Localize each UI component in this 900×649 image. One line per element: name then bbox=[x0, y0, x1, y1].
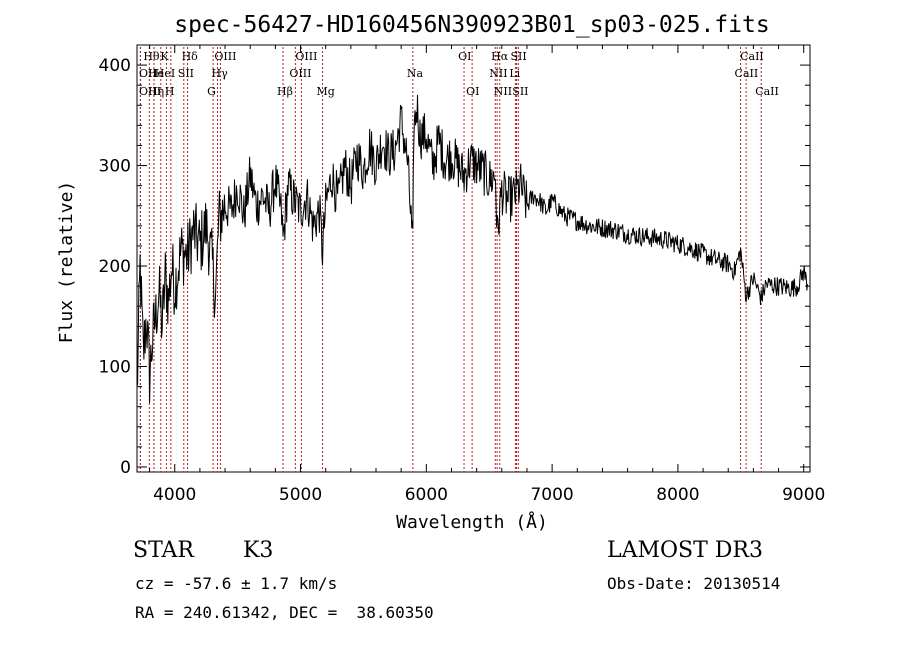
x-axis-label: Wavelength (Å) bbox=[396, 511, 548, 533]
annotation-label: SII bbox=[512, 85, 528, 98]
y-tick-label: 200 bbox=[99, 257, 131, 277]
annotation-label: Hβ bbox=[277, 85, 293, 98]
annotation-label: He bbox=[148, 67, 164, 80]
annotation-label: OI bbox=[458, 50, 471, 63]
annotation-label: OI bbox=[466, 85, 479, 98]
y-tick-label: 300 bbox=[99, 157, 131, 177]
annotation-label: CaII bbox=[740, 50, 764, 63]
survey-name: LAMOST DR3 bbox=[607, 538, 763, 563]
observation-date: Obs-Date: 20130514 bbox=[607, 574, 781, 593]
annotation-label: Hδ bbox=[182, 50, 199, 63]
coordinates-readout: RA = 240.61342, DEC = 38.60350 bbox=[135, 603, 434, 622]
object-subclass: K3 bbox=[243, 538, 274, 563]
redshift-readout: cz = -57.6 ± 1.7 km/s bbox=[135, 574, 338, 593]
annotation-label: Hη bbox=[148, 85, 164, 98]
spectrum-series-line bbox=[136, 94, 808, 404]
annotation-label: H bbox=[165, 85, 175, 98]
y-tick-label: 100 bbox=[99, 358, 131, 378]
annotation-label: CaII bbox=[735, 67, 759, 80]
x-tick-label: 6000 bbox=[405, 485, 448, 505]
annotation-lines bbox=[139, 47, 762, 472]
annotation-label: NII bbox=[489, 67, 507, 80]
annotation-label: Mg bbox=[317, 85, 335, 98]
annotation-label: G bbox=[207, 85, 216, 98]
annotation-label: NII bbox=[494, 85, 512, 98]
annotation-label: OIII bbox=[295, 50, 317, 63]
annotation-label: Hγ bbox=[212, 67, 229, 80]
annotation-label: Na bbox=[407, 67, 424, 80]
y-axis-ticks: 0 100 200 300 400 bbox=[99, 56, 810, 478]
annotation-label: SII bbox=[178, 67, 194, 80]
annotation-label: OIII bbox=[139, 85, 161, 98]
y-tick-label: 400 bbox=[99, 56, 131, 76]
spectrum-chart: spec-56427-HD160456N390923B01_sp03-025.f… bbox=[56, 12, 825, 533]
annotation-label: CaII bbox=[755, 85, 779, 98]
x-tick-label: 7000 bbox=[530, 485, 573, 505]
plot-frame bbox=[136, 44, 811, 473]
annotation-label: K bbox=[160, 50, 169, 63]
annotation-label: HeI bbox=[155, 67, 175, 80]
x-tick-label: 4000 bbox=[153, 485, 196, 505]
annotation-label: OII bbox=[139, 67, 157, 80]
annotation-label: OIII bbox=[289, 67, 311, 80]
chart-title: spec-56427-HD160456N390923B01_sp03-025.f… bbox=[174, 12, 769, 38]
annotation-label: Li bbox=[509, 67, 520, 80]
x-tick-label: 9000 bbox=[782, 485, 825, 505]
y-axis-label: Flux (relative) bbox=[56, 181, 77, 344]
x-tick-label: 5000 bbox=[279, 485, 322, 505]
object-class: STAR bbox=[133, 538, 194, 563]
annotation-label: OIII bbox=[214, 50, 236, 63]
y-tick-label: 0 bbox=[120, 458, 131, 478]
x-axis-ticks: 4000 5000 6000 7000 8000 9000 bbox=[149, 45, 825, 505]
x-tick-label: 8000 bbox=[656, 485, 699, 505]
annotation-label: Hα bbox=[491, 50, 509, 63]
annotation-label: SII bbox=[511, 50, 527, 63]
annotation-label: Hθ bbox=[143, 50, 160, 63]
